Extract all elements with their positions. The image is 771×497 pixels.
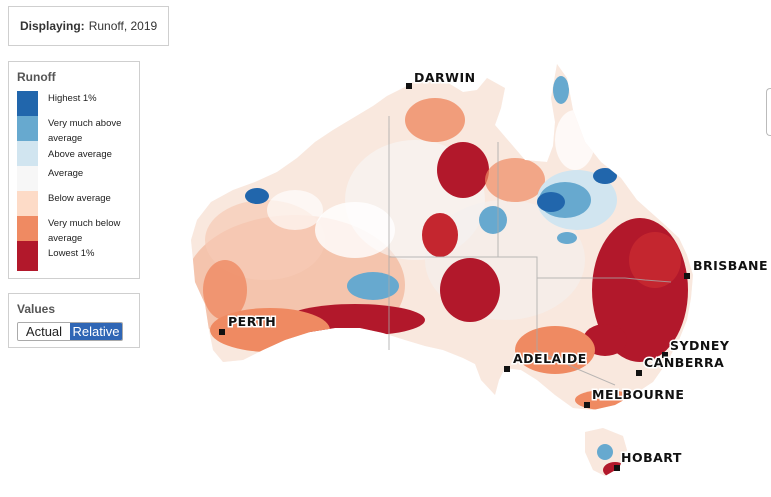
- legend-label-above: Above average: [48, 149, 112, 160]
- legend-label-below: Below average: [48, 193, 111, 204]
- legend-swatch-lowest: [17, 241, 38, 271]
- legend-swatch-average: [17, 166, 38, 191]
- city-label-melbourne: MELBOURNE: [592, 387, 684, 402]
- city-label-sydney: SYDNEY: [670, 338, 730, 353]
- display-value: Runoff, 2019: [88, 19, 158, 33]
- values-title: Values: [17, 302, 56, 316]
- display-label: Displaying:: [20, 19, 85, 33]
- australia-runoff-map[interactable]: DARWIN BRISBANE PERTH SYDNEY CANBERRA AD…: [175, 50, 771, 490]
- values-toggle[interactable]: Actual Relative: [17, 322, 123, 341]
- legend-swatch-below: [17, 191, 38, 216]
- city-label-darwin: DARWIN: [414, 70, 476, 85]
- city-label-perth: PERTH: [228, 314, 276, 329]
- relative-option[interactable]: Relative: [70, 323, 122, 340]
- legend-swatch-above: [17, 141, 38, 166]
- legend-label-very-much-below: Very much below average: [48, 218, 121, 244]
- legend-title: Runoff: [17, 70, 56, 84]
- city-label-canberra: CANBERRA: [644, 355, 724, 370]
- values-panel: Values Actual Relative: [8, 293, 140, 348]
- legend-swatch-very-much-above: [17, 116, 38, 141]
- city-label-adelaide: ADELAIDE: [513, 351, 587, 366]
- city-label-brisbane: BRISBANE: [693, 258, 768, 273]
- legend-label-lowest: Lowest 1%: [48, 248, 95, 259]
- legend-swatch-highest: [17, 91, 38, 116]
- legend-label-highest: Highest 1%: [48, 93, 97, 104]
- legend-swatch-very-much-below: [17, 216, 38, 241]
- city-label-hobart: HOBART: [621, 450, 682, 465]
- display-info-panel: Displaying: Runoff, 2019: [8, 6, 169, 46]
- legend-label-average: Average: [48, 168, 84, 179]
- side-panel-tab[interactable]: [766, 88, 771, 136]
- legend-panel: Runoff Highest 1% Very much above averag…: [8, 61, 140, 279]
- actual-option[interactable]: Actual: [18, 323, 70, 340]
- legend-label-very-much-above: Very much above average: [48, 118, 122, 144]
